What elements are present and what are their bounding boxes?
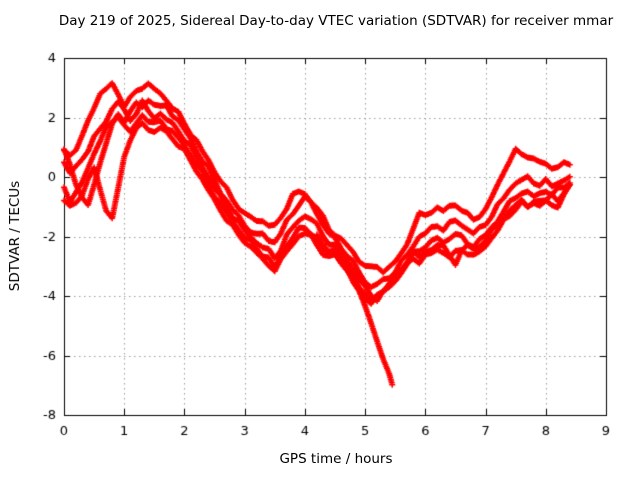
x-axis-label: GPS time / hours [279,451,393,467]
chart-title: Day 219 of 2025, Sidereal Day-to-day VTE… [58,13,614,29]
y-axis-label: SDTVAR / TECUs [7,180,23,292]
